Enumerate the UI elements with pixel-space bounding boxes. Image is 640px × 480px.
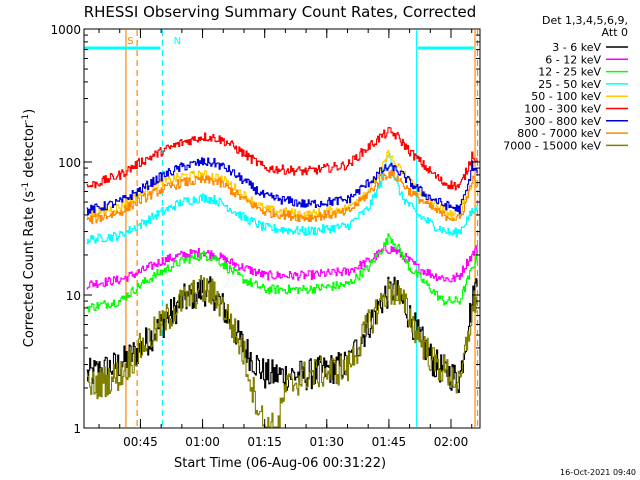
x-tick-label: 01:30 [309, 435, 344, 449]
series-line [86, 157, 478, 216]
plot-frame [83, 28, 481, 429]
y-axis-label-main: Corrected Count Rate (s [22, 191, 37, 348]
series-line [86, 245, 478, 290]
legend-entry-label: 6 - 12 keV [545, 53, 601, 66]
y-tick-label: 1000 [50, 23, 81, 37]
y-axis-label-end: ) [22, 109, 37, 114]
x-tick-label: 01:15 [247, 435, 282, 449]
y-axis-label: Corrected Count Rate (s-1 detector-1) [21, 109, 37, 347]
x-tick-label: 02:00 [434, 435, 469, 449]
series-lines [86, 126, 478, 428]
x-tick-label: 01:00 [185, 435, 220, 449]
y-tick-label: 10 [66, 289, 81, 303]
legend-entry-label: 12 - 25 keV [538, 66, 601, 79]
y-axis-label-sup1: -1 [21, 182, 31, 191]
series-line [86, 153, 478, 245]
y-axis-label-mid: detector [22, 122, 37, 182]
legend-entry-label: 100 - 300 keV [524, 103, 601, 116]
legend-entry-label: 25 - 50 keV [538, 78, 601, 91]
series-line [86, 233, 478, 313]
legend-header-line2: Att 0 [602, 26, 628, 39]
series-line [86, 275, 478, 428]
legend-entry-label: 800 - 7000 keV [517, 127, 601, 140]
y-tick-label: 100 [58, 156, 81, 170]
legend-entry-label: 7000 - 15000 keV [503, 139, 601, 152]
plot-area [83, 28, 481, 429]
legend-entry-label: 3 - 6 keV [552, 41, 601, 54]
x-tick-label: 01:45 [372, 435, 407, 449]
x-tick-label: 00:45 [123, 435, 158, 449]
x-axis-label: Start Time (06-Aug-06 00:31:22) [174, 456, 386, 471]
y-tick-label: 1 [73, 422, 81, 436]
footer-timestamp: 16-Oct-2021 09:40 [560, 468, 636, 477]
series-line [86, 169, 478, 225]
y-axis-ticks: 1 10 100 1000 [50, 23, 480, 436]
y-axis-label-sup2: -1 [21, 114, 31, 123]
top-bar-label: N [174, 36, 181, 47]
x-axis-ticks: 00:45 01:00 01:15 01:30 01:45 02:00 [98, 29, 473, 449]
legend-header-line1: Det 1,3,4,5,6,9, [542, 14, 628, 27]
series-line [86, 126, 478, 191]
legend-entry-label: 50 - 100 keV [531, 90, 601, 103]
legend-entry-label: 300 - 800 keV [524, 115, 601, 128]
chart-title: RHESSI Observing Summary Count Rates, Co… [84, 3, 477, 21]
top-bar-label: S [127, 36, 133, 47]
